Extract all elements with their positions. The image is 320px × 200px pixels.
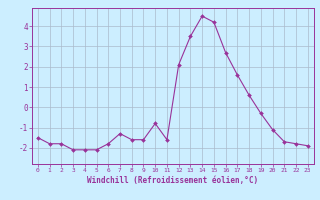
X-axis label: Windchill (Refroidissement éolien,°C): Windchill (Refroidissement éolien,°C) [87,176,258,185]
